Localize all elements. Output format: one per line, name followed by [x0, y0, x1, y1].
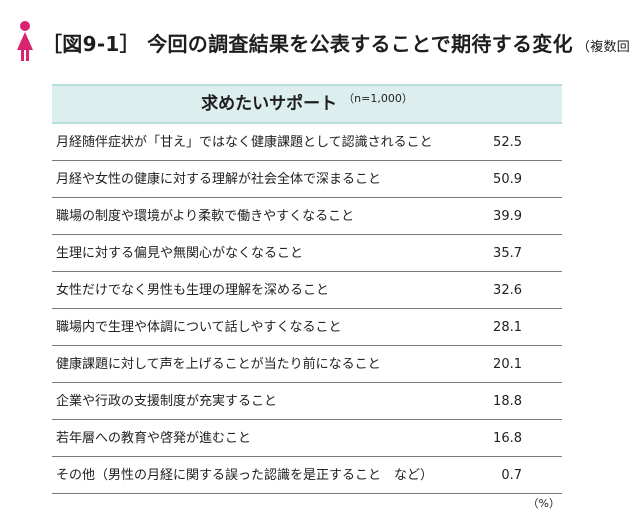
table-body: 月経随伴症状が「甘え」ではなく健康課題として認識されること 52.5 月経や女性の健…: [52, 124, 562, 494]
row-value: 35.7: [493, 246, 522, 261]
table-row: 健康課題に対して声を上げることが当たり前になること 20.1: [52, 346, 562, 383]
table-row: 職場の制度や環境がより柔軟で働きやすくなること 39.9: [52, 198, 562, 235]
row-value: 18.8: [493, 394, 522, 409]
row-value: 39.9: [493, 209, 522, 224]
row-label: 企業や行政の支援制度が充実すること: [56, 394, 278, 409]
table-header-label: 求めたいサポート: [201, 94, 338, 114]
row-label: 生理に対する偏見や無関心がなくなること: [56, 246, 304, 261]
row-value: 32.6: [493, 283, 522, 298]
table-row: 職場内で生理や体調について話しやすくなること 28.1: [52, 309, 562, 346]
row-value: 50.9: [493, 172, 522, 187]
row-value: 28.1: [493, 320, 522, 335]
female-figure-icon: [17, 21, 33, 61]
row-value: 16.8: [493, 431, 522, 446]
table-row: 月経随伴症状が「甘え」ではなく健康課題として認識されること 52.5: [52, 124, 562, 161]
row-value: 52.5: [493, 135, 522, 150]
table-row: 若年層への教育や啓発が進むこと 16.8: [52, 420, 562, 457]
table-row: その他（男性の月経に関する誤った認識を是正すること など） 0.7: [52, 457, 562, 494]
row-label: その他（男性の月経に関する誤った認識を是正すること など）: [56, 468, 434, 483]
table-row: 企業や行政の支援制度が充実すること 18.8: [52, 383, 562, 420]
chart-title-note: （複数回答）: [576, 40, 629, 55]
row-label: 健康課題に対して声を上げることが当たり前になること: [56, 357, 381, 372]
row-label: 月経随伴症状が「甘え」ではなく健康課題として認識されること: [56, 135, 433, 150]
chart-title-main: ［図9-1］ 今回の調査結果を公表することで期待する変化: [42, 32, 573, 56]
support-table: 求めたいサポート （n=1,000） 月経随伴症状が「甘え」ではなく健康課題として…: [52, 84, 562, 494]
table-header: 求めたいサポート （n=1,000）: [52, 84, 562, 124]
row-label: 職場内で生理や体調について話しやすくなること: [56, 320, 342, 335]
row-value: 0.7: [501, 468, 522, 483]
table-row: 月経や女性の健康に対する理解が社会全体で深まること 50.9: [52, 161, 562, 198]
unit-label: （%）: [527, 497, 560, 510]
row-value: 20.1: [493, 357, 522, 372]
table-row: 女性だけでなく男性も生理の理解を深めること 32.6: [52, 272, 562, 309]
chart-title: ［図9-1］ 今回の調査結果を公表することで期待する変化（複数回答）: [42, 28, 629, 57]
table-row: 生理に対する偏見や無関心がなくなること 35.7: [52, 235, 562, 272]
row-label: 若年層への教育や啓発が進むこと: [56, 431, 252, 446]
row-label: 職場の制度や環境がより柔軟で働きやすくなること: [56, 209, 355, 224]
row-label: 女性だけでなく男性も生理の理解を深めること: [56, 283, 330, 298]
sample-size-label: （n=1,000）: [343, 92, 413, 105]
row-label: 月経や女性の健康に対する理解が社会全体で深まること: [56, 172, 382, 187]
